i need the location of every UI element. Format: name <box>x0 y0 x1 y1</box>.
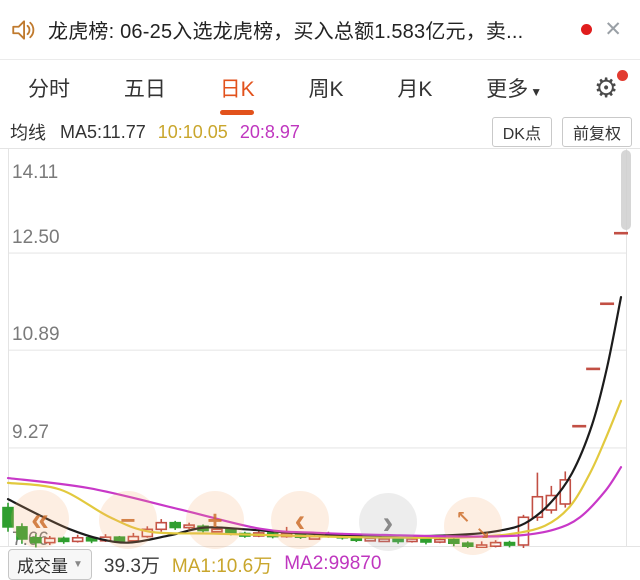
forward-adjust-button[interactable]: 前复权 <box>561 117 632 147</box>
pan-left-icon: ‹ <box>294 502 306 538</box>
dk-point-button[interactable]: DK点 <box>491 117 552 147</box>
tab-fenshi[interactable]: 分时 <box>28 78 70 101</box>
notice-bar: 龙虎榜: 06-25入选龙虎榜，买入总额1.583亿元，卖... ✕ <box>0 0 640 60</box>
volume-value: 39.3万 <box>103 555 160 577</box>
tab-wuri[interactable]: 五日 <box>123 78 166 101</box>
ma-legend-title: 均线 <box>10 123 46 143</box>
chart-controls-layer: « − + ‹ › ↖ ↘ <box>0 148 640 555</box>
zoom-out-button[interactable]: − <box>99 491 157 549</box>
settings-button[interactable]: ⚙ <box>594 70 628 103</box>
kline-svg[interactable] <box>0 148 640 548</box>
expand-icon: ↖ <box>456 508 471 527</box>
pan-right-button[interactable]: › <box>359 493 417 551</box>
zoom-in-icon: + <box>207 505 223 535</box>
fast-backward-icon: « <box>31 501 49 537</box>
chevron-down-icon: ▼ <box>530 85 543 99</box>
ma-legend-row: 均线 MA5:11.77 10:10.05 20:8.97 DK点 前复权 <box>0 116 640 148</box>
speaker-icon <box>12 19 35 40</box>
indicator-selector-button[interactable]: 成交量 ▼ <box>8 548 92 580</box>
y-axis-label: 14.11 <box>12 162 59 183</box>
tab-yuek[interactable]: 月K <box>397 78 433 101</box>
volume-ma1: MA1:10.6万 <box>171 555 273 577</box>
ma20-value: 20:8.97 <box>239 121 300 142</box>
notice-text[interactable]: 龙虎榜: 06-25入选龙虎榜，买入总额1.583亿元，卖... <box>48 21 524 43</box>
unread-dot <box>581 24 593 35</box>
tab-zhouk[interactable]: 周K <box>308 78 344 101</box>
zoom-in-button[interactable]: + <box>186 491 244 549</box>
y-axis-label: 12.50 <box>12 227 60 249</box>
close-icon[interactable]: ✕ <box>604 18 622 41</box>
volume-ma2: MA2:99870 <box>284 553 382 574</box>
period-tab-bar: 分时 五日 日K 周K 月K 更多 ▼ ⚙ <box>0 60 640 116</box>
chevron-down-icon: ▼ <box>73 558 83 570</box>
notification-badge <box>617 70 628 81</box>
y-axis-label: 10.89 <box>12 324 60 346</box>
ma5-value: MA5:11.77 <box>60 121 146 142</box>
volume-header-row: 成交量 ▼ 39.3万 MA1:10.6万 MA2:99870 <box>0 548 640 580</box>
pan-right-icon: › <box>382 504 394 540</box>
chart-scrollbar[interactable] <box>621 150 631 230</box>
fast-backward-button[interactable]: « <box>11 490 69 548</box>
tab-more[interactable]: 更多 ▼ <box>486 78 543 101</box>
y-axis-label: 9.27 <box>12 421 49 443</box>
ma10-value: 10:10.05 <box>157 121 228 142</box>
pan-left-button[interactable]: ‹ <box>271 491 329 549</box>
expand-button[interactable]: ↖ ↘ <box>444 497 502 555</box>
tab-rik[interactable]: 日K <box>218 67 257 109</box>
gear-icon: ⚙ <box>594 73 619 103</box>
zoom-out-icon: − <box>120 505 136 535</box>
